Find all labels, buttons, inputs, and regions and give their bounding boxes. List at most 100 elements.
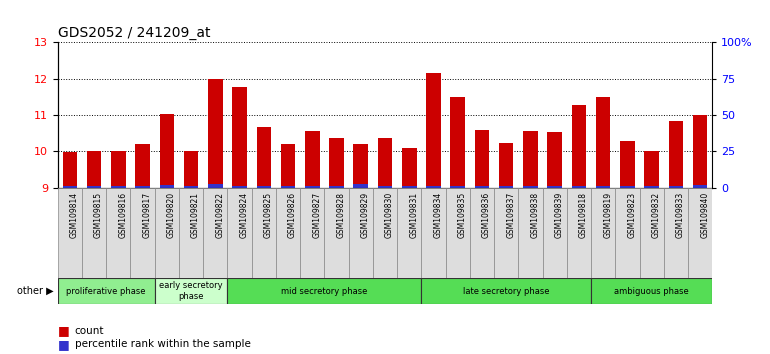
Bar bbox=[668, 121, 683, 188]
Bar bbox=[155, 278, 227, 304]
Text: GSM109814: GSM109814 bbox=[70, 192, 79, 238]
Bar bbox=[474, 130, 489, 188]
Bar bbox=[349, 188, 373, 278]
Bar bbox=[547, 186, 562, 188]
Text: early secretory
phase: early secretory phase bbox=[159, 281, 223, 301]
Bar bbox=[184, 150, 199, 188]
Bar bbox=[233, 186, 247, 188]
Text: GSM109829: GSM109829 bbox=[361, 192, 370, 238]
Bar bbox=[402, 148, 417, 188]
Bar bbox=[252, 188, 276, 278]
Bar bbox=[87, 152, 102, 188]
Text: GSM109837: GSM109837 bbox=[506, 192, 515, 238]
Bar bbox=[591, 278, 712, 304]
Bar bbox=[450, 97, 465, 188]
Bar bbox=[596, 97, 611, 188]
Bar bbox=[688, 188, 712, 278]
Bar bbox=[106, 188, 130, 278]
Text: GSM109824: GSM109824 bbox=[239, 192, 249, 238]
Bar bbox=[203, 188, 227, 278]
Bar bbox=[640, 188, 664, 278]
Bar bbox=[130, 188, 155, 278]
Bar bbox=[397, 188, 421, 278]
Text: GSM109835: GSM109835 bbox=[457, 192, 467, 238]
Bar bbox=[446, 188, 470, 278]
Bar bbox=[305, 131, 320, 188]
Bar bbox=[353, 184, 368, 188]
Text: GSM109839: GSM109839 bbox=[554, 192, 564, 238]
Bar bbox=[421, 188, 446, 278]
Bar bbox=[87, 186, 102, 188]
Text: GSM109819: GSM109819 bbox=[603, 192, 612, 238]
Text: GSM109816: GSM109816 bbox=[119, 192, 127, 238]
Bar bbox=[620, 141, 634, 188]
Bar bbox=[256, 127, 271, 188]
Bar bbox=[62, 186, 77, 188]
Bar bbox=[373, 188, 397, 278]
Bar bbox=[571, 105, 586, 188]
Text: ambiguous phase: ambiguous phase bbox=[614, 287, 689, 296]
Text: percentile rank within the sample: percentile rank within the sample bbox=[75, 339, 250, 349]
Bar bbox=[402, 186, 417, 188]
Bar bbox=[644, 152, 659, 188]
Bar bbox=[543, 188, 567, 278]
Text: count: count bbox=[75, 326, 104, 336]
Bar bbox=[281, 144, 296, 188]
Bar bbox=[450, 186, 465, 188]
Bar bbox=[136, 186, 150, 188]
Text: GSM109840: GSM109840 bbox=[700, 192, 709, 238]
Bar bbox=[567, 188, 591, 278]
Bar bbox=[227, 278, 421, 304]
Bar bbox=[499, 143, 514, 188]
Text: GSM109822: GSM109822 bbox=[216, 192, 224, 238]
Bar bbox=[523, 186, 537, 188]
Bar bbox=[276, 188, 300, 278]
Text: GSM109833: GSM109833 bbox=[676, 192, 685, 238]
Text: GSM109823: GSM109823 bbox=[628, 192, 637, 238]
Text: GSM109825: GSM109825 bbox=[264, 192, 273, 238]
Bar bbox=[499, 186, 514, 188]
Bar bbox=[159, 114, 174, 188]
Bar bbox=[305, 186, 320, 188]
Bar bbox=[693, 115, 708, 188]
Bar bbox=[281, 186, 296, 188]
Text: GSM109831: GSM109831 bbox=[409, 192, 418, 238]
Bar bbox=[494, 188, 518, 278]
Bar bbox=[427, 186, 440, 188]
Text: proliferative phase: proliferative phase bbox=[66, 287, 146, 296]
Bar bbox=[596, 186, 611, 188]
Bar bbox=[227, 188, 252, 278]
Bar bbox=[155, 188, 179, 278]
Bar bbox=[300, 188, 324, 278]
Text: GSM109818: GSM109818 bbox=[579, 192, 588, 238]
Bar bbox=[571, 186, 586, 188]
Text: mid secretory phase: mid secretory phase bbox=[281, 287, 367, 296]
Bar bbox=[184, 186, 199, 188]
Bar bbox=[518, 188, 543, 278]
Bar bbox=[82, 188, 106, 278]
Bar bbox=[179, 188, 203, 278]
Text: GSM109832: GSM109832 bbox=[651, 192, 661, 238]
Text: GSM109826: GSM109826 bbox=[288, 192, 297, 238]
Text: GSM109820: GSM109820 bbox=[167, 192, 176, 238]
Text: GSM109836: GSM109836 bbox=[482, 192, 491, 238]
Bar bbox=[58, 278, 155, 304]
Bar bbox=[615, 188, 640, 278]
Text: GSM109830: GSM109830 bbox=[385, 192, 394, 238]
Text: GSM109827: GSM109827 bbox=[313, 192, 321, 238]
Bar bbox=[378, 186, 392, 188]
Bar bbox=[474, 186, 489, 188]
Text: GSM109815: GSM109815 bbox=[94, 192, 103, 238]
Bar bbox=[421, 278, 591, 304]
Bar bbox=[208, 184, 223, 188]
Bar bbox=[620, 186, 634, 188]
Bar bbox=[159, 185, 174, 188]
Text: late secretory phase: late secretory phase bbox=[463, 287, 550, 296]
Bar bbox=[111, 151, 126, 188]
Bar bbox=[62, 152, 77, 188]
Bar bbox=[693, 185, 708, 188]
Text: GSM109838: GSM109838 bbox=[531, 192, 540, 238]
Bar bbox=[233, 87, 247, 188]
Text: ■: ■ bbox=[58, 325, 69, 337]
Text: other ▶: other ▶ bbox=[17, 286, 54, 296]
